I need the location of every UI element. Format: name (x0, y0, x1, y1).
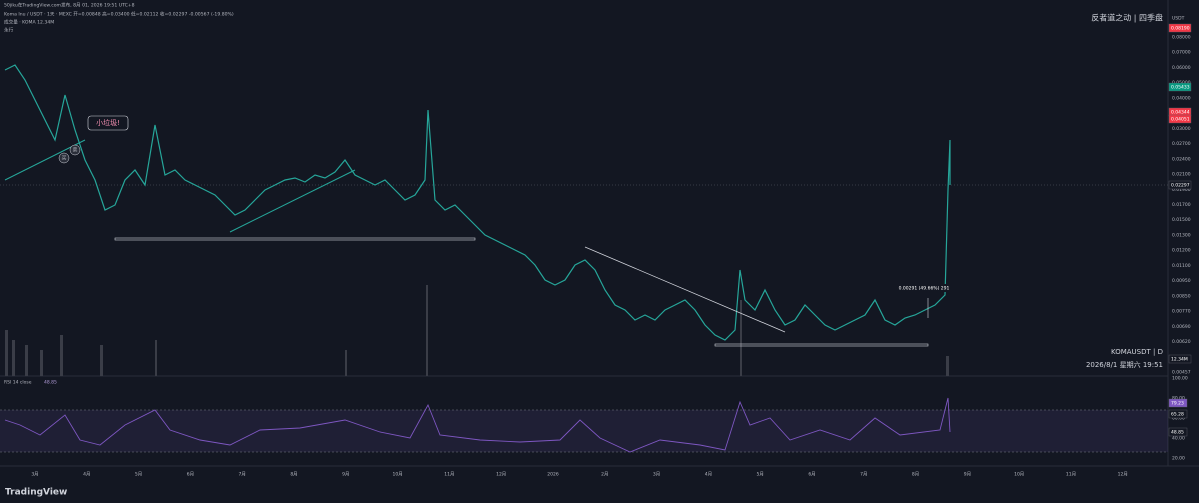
footer-bg (0, 483, 1199, 503)
support-line (114, 237, 476, 241)
price-tag-label: 0.08190 (1171, 26, 1190, 32)
time-label: 4月 (705, 472, 712, 478)
price-tag-label: 0.04344 (1171, 110, 1190, 116)
price-tag (1168, 354, 1192, 364)
measure-box (900, 284, 948, 292)
rsi-label: 40.00 (1172, 436, 1185, 442)
price-label: 0.00620 (1172, 339, 1191, 345)
price-label: 0.04000 (1172, 95, 1191, 101)
time-label: 12月 (1118, 472, 1128, 478)
price-tag (1168, 82, 1192, 92)
time-label: 4月 (83, 472, 90, 478)
sell-label: 卖 (72, 148, 77, 154)
rsi-tag (1168, 409, 1188, 419)
rsi-legend: RSI 14 close (4, 380, 32, 386)
rsi-tag (1168, 398, 1188, 408)
price-label: 0.01100 (1172, 263, 1191, 269)
time-label: 10月 (1014, 472, 1024, 478)
price-label: 0.01900 (1172, 187, 1191, 193)
rsi-tag-label: 79.23 (1171, 401, 1184, 407)
time-label: 11月 (1066, 472, 1076, 478)
rsi-band (0, 410, 1168, 452)
price-tag-label: 12.34M (1171, 357, 1188, 363)
rsi-label: 80.00 (1172, 396, 1185, 402)
time-label: 9月 (964, 472, 971, 478)
rsi-tag-label: 48.85 (1171, 430, 1184, 436)
datetime: 2026/8/1 星期六 19:51 (1086, 360, 1163, 369)
publisher: 50jiku在TradingView.com发布, 8月 01, 2026 19… (4, 2, 135, 9)
time-label: 5月 (135, 472, 142, 478)
price-label: 0.02400 (1172, 156, 1191, 162)
ticker: KOMAUSDT | D (1111, 348, 1163, 356)
time-label: 5月 (757, 472, 764, 478)
price-label: 0.00850 (1172, 293, 1191, 299)
price-tag (1168, 180, 1192, 190)
time-label: 9月 (342, 472, 349, 478)
measure-label: 0.00291 (49.66%) 291 (899, 286, 950, 292)
time-label: 8月 (290, 472, 297, 478)
extra-line: 永行 (4, 27, 14, 34)
price-label: 0.00457 (1172, 370, 1191, 376)
time-label: 7月 (239, 472, 246, 478)
price-label: 0.00950 (1172, 278, 1191, 284)
time-label: 2月 (601, 472, 608, 478)
brand: TradingView (5, 488, 67, 498)
watermark: 反者道之动 | 四季盘 (1091, 13, 1163, 23)
time-label: 8月 (912, 472, 919, 478)
price-label: 0.01300 (1172, 232, 1191, 238)
volume-bars (5, 285, 949, 376)
time-label: 3月 (31, 472, 38, 478)
price-label: 0.01200 (1172, 248, 1191, 254)
price-tag-label: 0.05433 (1171, 85, 1190, 91)
time-label: 11月 (444, 472, 454, 478)
price-label: 0.07000 (1172, 50, 1191, 56)
time-label: 3月 (653, 472, 660, 478)
price-series (4, 64, 951, 341)
price-label: 0.08000 (1172, 35, 1191, 41)
time-label: 7月 (860, 472, 867, 478)
time-label: 6月 (808, 472, 815, 478)
price-tag-label: 0.04051 (1171, 117, 1190, 123)
time-label: 12月 (496, 472, 506, 478)
volume-line: 成交量 · KOMA 12.34M (4, 19, 54, 26)
price-label: 0.02100 (1172, 172, 1191, 178)
price-tag (1168, 23, 1192, 33)
time-label: 2026 (547, 472, 559, 478)
callout: 小垃圾! (96, 118, 120, 127)
callout-box (87, 115, 129, 131)
rsi-label: 100.00 (1172, 376, 1188, 382)
price-label: 0.03000 (1172, 126, 1191, 132)
trend-line (229, 169, 356, 233)
support-line (714, 343, 929, 347)
rsi-label: 20.00 (1172, 456, 1185, 462)
buy-label: 买 (61, 155, 66, 162)
price-tag-label: 0.02297 (1171, 183, 1190, 189)
trend-line (584, 246, 786, 333)
sell-marker (69, 144, 81, 156)
time-label: 6月 (187, 472, 194, 478)
rsi-tag-label: 65.28 (1171, 412, 1184, 418)
price-label: 0.01500 (1172, 217, 1191, 223)
price-label: 0.00690 (1172, 324, 1191, 330)
unit: USDT (1172, 16, 1185, 22)
price-label: 0.01700 (1172, 202, 1191, 208)
price-label: 0.02700 (1172, 141, 1191, 147)
buy-marker (58, 152, 70, 164)
rsi-tag (1168, 427, 1188, 437)
time-label: 10月 (392, 472, 402, 478)
price-label: 0.06000 (1172, 65, 1191, 71)
price-tag (1168, 114, 1192, 124)
rsi-value: 48.85 (44, 380, 57, 386)
symbol-line: Koma Inu / USDT · 1天 · MEXC 开=0.00848 高=… (4, 11, 234, 18)
rsi-series (4, 397, 951, 453)
price-label: 0.00770 (1172, 309, 1191, 315)
rsi-label: 60.00 (1172, 416, 1185, 422)
